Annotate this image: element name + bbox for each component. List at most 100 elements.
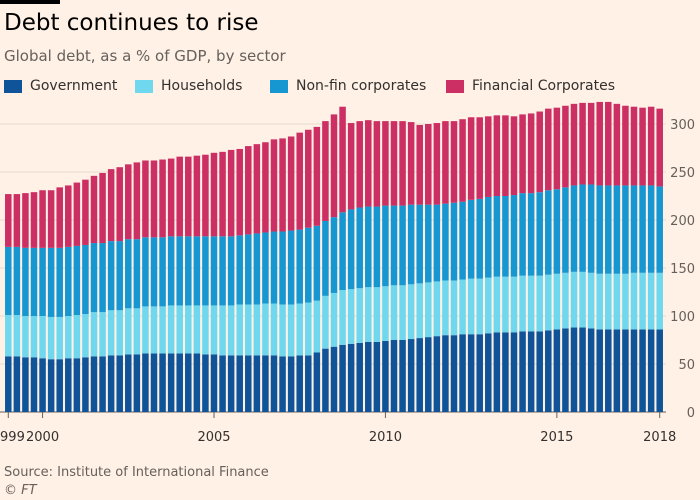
bar-segment-government-2005Q3 [227, 355, 235, 412]
bar-segment-non-fin-corporates-2002Q2 [116, 241, 123, 311]
bar-segment-non-fin-corporates-2010Q3 [399, 205, 406, 286]
bar-segment-households-2016Q3 [605, 273, 612, 330]
bar-segment-households-2011Q1 [416, 283, 423, 339]
bar-segment-non-fin-corporates-2001Q4 [99, 243, 106, 313]
bar-segment-households-2005Q3 [227, 305, 235, 356]
bar-segment-financial-corporates-2016Q3 [605, 101, 612, 186]
bar-segment-financial-corporates-2007Q3 [296, 132, 303, 230]
bar-segment-non-fin-corporates-2005Q3 [227, 236, 235, 306]
bar-segment-financial-corporates-2013Q2 [493, 115, 501, 196]
bar-segment-financial-corporates-2014Q4 [545, 108, 552, 191]
bar-segment-non-fin-corporates-2009Q2 [356, 207, 363, 289]
bar-segment-households-2012Q2 [459, 279, 466, 335]
bar-segment-non-fin-corporates-1999Q2 [13, 246, 21, 316]
bar-segment-financial-corporates-2012Q3 [467, 117, 475, 200]
bar-segment-government-2002Q1 [107, 355, 115, 412]
bar-segment-households-2016Q4 [613, 273, 621, 330]
bar-segment-households-2014Q3 [536, 275, 543, 332]
bar-segment-non-fin-corporates-2006Q4 [270, 231, 278, 304]
bar-segment-financial-corporates-2004Q1 [176, 156, 183, 237]
bar-segment-non-fin-corporates-2008Q2 [322, 220, 329, 296]
bar-segment-financial-corporates-2008Q3 [330, 114, 338, 218]
bar-segment-non-fin-corporates-2004Q2 [185, 236, 192, 306]
bar-segment-households-2010Q3 [399, 285, 406, 340]
bar-segment-government-2012Q3 [467, 334, 475, 412]
bar-segment-non-fin-corporates-2008Q3 [330, 217, 338, 293]
bar-segment-financial-corporates-2017Q3 [639, 107, 646, 186]
bar-segment-government-1999Q3 [22, 357, 29, 412]
bar-segment-non-fin-corporates-2017Q4 [647, 185, 655, 273]
bar-segment-government-2017Q1 [622, 329, 629, 412]
bar-segment-government-2011Q2 [425, 337, 432, 412]
bar-segment-households-2007Q4 [305, 302, 312, 356]
bar-segment-financial-corporates-2013Q3 [502, 115, 509, 196]
bar-segment-households-2001Q3 [90, 312, 98, 357]
legend-item-government: Government [4, 78, 117, 94]
bar-segment-government-2001Q2 [82, 357, 89, 412]
bar-segment-households-2013Q3 [502, 276, 509, 333]
bar-segment-households-2002Q1 [107, 310, 115, 356]
bar-segment-financial-corporates-2013Q1 [485, 116, 492, 197]
bar-segment-households-2012Q3 [467, 278, 475, 335]
bar-segment-households-2001Q2 [82, 314, 89, 358]
bar-segment-financial-corporates-2013Q4 [510, 116, 518, 196]
y-tick-label: 250 [670, 166, 695, 181]
bar-segment-non-fin-corporates-2017Q3 [639, 185, 646, 273]
bar-segment-financial-corporates-1999Q3 [22, 193, 29, 248]
bar-segment-households-1999Q4 [30, 316, 38, 358]
bar-segment-non-fin-corporates-2002Q4 [133, 239, 141, 309]
bar-segment-households-2016Q2 [596, 273, 603, 330]
bar-segment-government-2010Q4 [407, 339, 415, 412]
legend-swatch-households [135, 79, 153, 93]
bar-segment-households-2017Q1 [622, 273, 629, 330]
bar-segment-government-2010Q2 [390, 340, 398, 412]
bar-segment-households-2017Q2 [630, 272, 638, 330]
bar-segment-non-fin-corporates-2015Q2 [562, 187, 569, 273]
bar-segment-government-2011Q4 [442, 335, 449, 412]
bar-segment-government-2016Q2 [596, 329, 603, 412]
bar-segment-government-2016Q1 [587, 328, 595, 412]
bar-segment-non-fin-corporates-2010Q4 [407, 204, 415, 285]
bar-segment-households-2011Q4 [442, 280, 449, 336]
bar-segment-non-fin-corporates-2004Q4 [202, 236, 209, 306]
x-tick-label: 2018 [643, 430, 676, 445]
bar-segment-financial-corporates-2009Q1 [347, 123, 355, 210]
bar-segment-government-2003Q2 [150, 353, 158, 412]
bar-segment-government-1999Q2 [13, 356, 21, 412]
bar-segment-financial-corporates-2014Q3 [536, 111, 543, 193]
bar-segment-non-fin-corporates-2017Q2 [630, 185, 638, 273]
bar-segment-non-fin-corporates-2009Q3 [365, 206, 372, 288]
bar-segment-households-2014Q2 [527, 275, 535, 332]
bar-segment-financial-corporates-2011Q1 [416, 124, 423, 205]
x-tick-label: 1999 [0, 430, 25, 445]
y-tick-label: 100 [670, 310, 695, 325]
legend-swatch-nonfin [270, 79, 288, 93]
bar-segment-non-fin-corporates-2012Q2 [459, 201, 466, 280]
bar-segment-households-2014Q4 [545, 274, 552, 331]
bar-segment-financial-corporates-1999Q1 [5, 194, 12, 247]
bar-segment-non-fin-corporates-2013Q1 [485, 196, 492, 278]
bar-segment-financial-corporates-2008Q2 [322, 121, 329, 221]
bar-segment-non-fin-corporates-2001Q1 [73, 245, 81, 316]
bar-segment-households-2013Q1 [485, 277, 492, 334]
bar-segment-financial-corporates-2006Q1 [245, 146, 252, 235]
bar-segment-non-fin-corporates-2003Q3 [159, 237, 166, 307]
bar-segment-households-2011Q3 [433, 281, 441, 337]
bar-segment-government-2016Q4 [613, 329, 621, 412]
bar-segment-households-2008Q3 [330, 292, 338, 347]
bar-segment-non-fin-corporates-2010Q1 [382, 205, 389, 287]
bar-segment-non-fin-corporates-2000Q3 [56, 247, 63, 317]
bar-segment-financial-corporates-2005Q4 [236, 148, 243, 236]
bar-segment-non-fin-corporates-2005Q1 [210, 236, 218, 306]
bar-segment-government-2002Q4 [133, 354, 141, 412]
bar-segment-financial-corporates-2003Q4 [167, 158, 175, 237]
bar-segment-households-2009Q4 [373, 287, 381, 342]
legend-item-financial: Financial Corporates [446, 78, 615, 94]
bar-segment-financial-corporates-2016Q2 [596, 101, 603, 186]
y-tick-label: 200 [670, 214, 695, 229]
x-tick-label: 2010 [369, 430, 402, 445]
bar-segment-government-2012Q2 [459, 334, 466, 412]
bar-segment-non-fin-corporates-2000Q4 [65, 246, 72, 316]
bar-segment-government-2013Q2 [493, 332, 501, 412]
bar-segment-government-1999Q4 [30, 357, 38, 412]
